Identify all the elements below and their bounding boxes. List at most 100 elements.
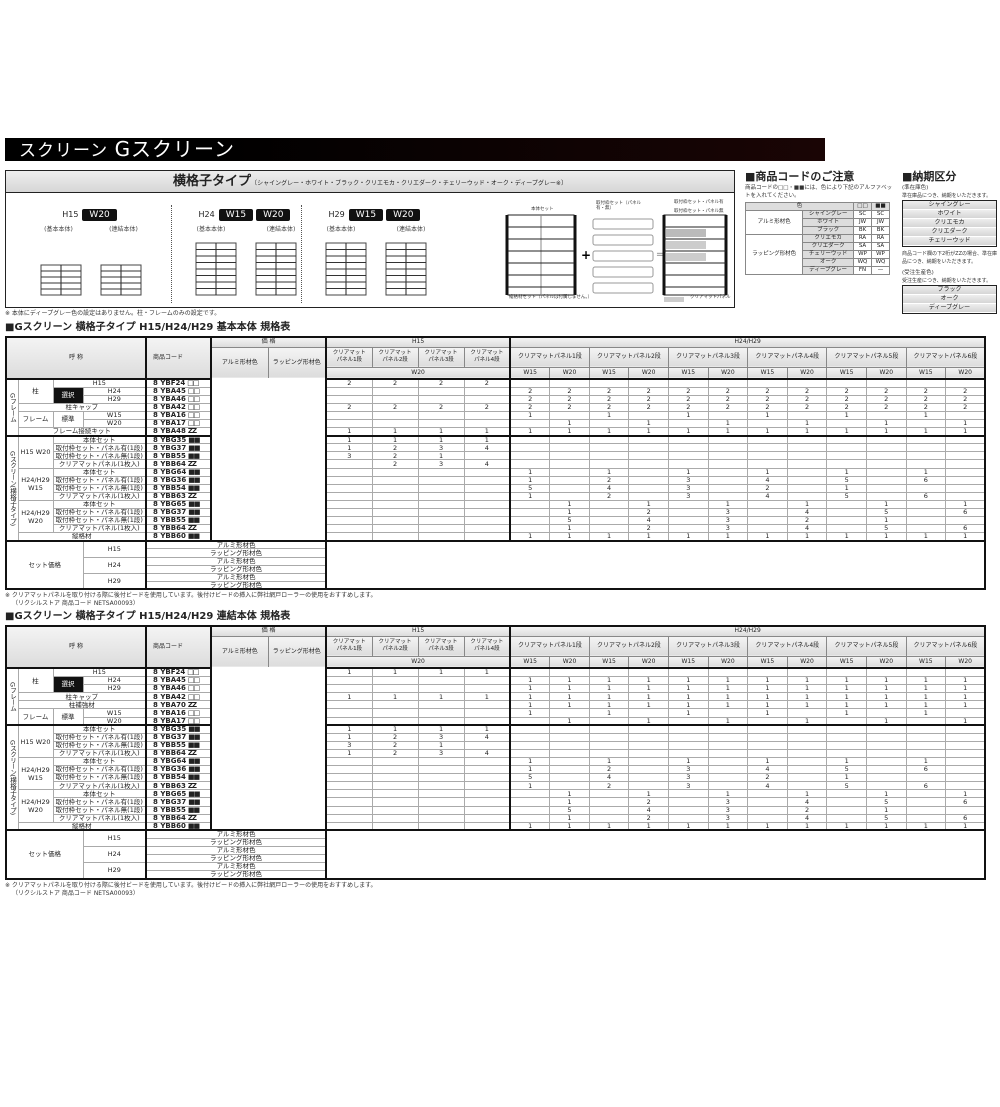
header-h15: H15 [325, 336, 511, 348]
price-wrapping [267, 773, 328, 783]
qty-h15: 4 [463, 459, 511, 469]
qty-h24-h29 [628, 724, 669, 734]
qty-h24-h29: 1 [945, 684, 986, 694]
item-name: H24/H29 W15 [17, 756, 54, 791]
qty-h15: 1 [371, 434, 419, 445]
qty-h24-h29 [707, 475, 749, 485]
item-name: W20 [82, 716, 147, 726]
product-code: 8 YBB63 ZZ [145, 491, 213, 501]
price-wrapping [267, 756, 328, 767]
qty-h24-h29 [509, 732, 551, 742]
unit-H15: H15 W20 (基本本体) (連結本体) [26, 209, 156, 299]
qty-h24-h29 [549, 434, 590, 445]
qty-h24-h29 [826, 443, 867, 453]
stock-title: (準在庫色) [902, 185, 929, 191]
qty-h24-h29: 2 [945, 386, 986, 396]
color-code-swatch: ZZ [187, 427, 197, 436]
item-name: H24/H29 W20 [17, 789, 54, 823]
qty-h15 [463, 773, 511, 783]
price-alumi [210, 732, 269, 742]
qty-h24-h29: 1 [786, 427, 828, 437]
qty-h24-h29 [628, 732, 669, 742]
qty-h24-h29: 1 [549, 692, 590, 702]
qty-h15 [417, 684, 465, 694]
qty-h24-h29 [588, 667, 630, 678]
header-width: W20 [549, 366, 590, 380]
qty-h24-h29: 1 [628, 789, 669, 799]
price-alumi [210, 475, 269, 485]
qty-h24-h29 [945, 748, 986, 758]
qty-h24-h29: 1 [628, 427, 669, 437]
qty-h24-h29 [786, 451, 828, 461]
qty-h24-h29 [747, 524, 788, 534]
price-alumi [210, 781, 269, 791]
qty-h24-h29: 1 [549, 813, 590, 823]
qty-h24-h29: 1 [628, 532, 669, 542]
price-alumi [210, 805, 269, 815]
item-name: 取付枠セット・パネル無(1段) [52, 516, 147, 526]
label-frame-set: 取付枠セット（パネル有・無） [596, 201, 641, 211]
set-price-blank [325, 539, 986, 590]
table-row: H24/H29 W15 本体セット 8 YBG64 ■■ 1 1 1 1 1 1 [6, 756, 986, 791]
qty-h24-h29 [905, 667, 947, 678]
qty-h24-h29 [549, 443, 590, 453]
color-code-swatch: ■■ [188, 757, 200, 766]
qty-h24-h29 [747, 748, 788, 758]
unit-label: (基本本体) [326, 226, 356, 233]
header-h15-panel: クリアマット パネル2段 [371, 346, 419, 368]
qty-h24-h29: 5 [509, 773, 551, 783]
qty-h24-h29 [509, 805, 551, 815]
color-name: クリエモカ [802, 234, 855, 243]
product-code: 8 YBG35 ■■ [145, 434, 213, 445]
qty-h24-h29 [509, 724, 551, 734]
color-code-row: アルミ形材色 シャイングレー SC SC [744, 210, 890, 235]
qty-h24-h29: 1 [905, 676, 947, 686]
qty-h24-h29 [588, 789, 630, 799]
qty-h24-h29: 1 [905, 692, 947, 702]
qty-h24-h29: 1 [865, 532, 907, 542]
qty-h24-h29 [826, 451, 867, 461]
qty-h15 [371, 765, 419, 775]
price-alumi [210, 386, 269, 396]
code-value: WQ [853, 258, 872, 267]
qty-h24-h29: 4 [588, 773, 630, 783]
qty-h24-h29 [747, 716, 788, 726]
table-row: H24/H29 W20 本体セット 8 YBG65 ■■ 1 1 1 1 1 1 [6, 499, 986, 534]
table-row: 取付枠セット・パネル無(1段) 8 YBB55 ■■ 3 2 1 [6, 740, 986, 750]
price-wrapping [267, 467, 328, 477]
qty-h24-h29: 1 [865, 821, 907, 831]
set-price-row: ラッピング形材色 [6, 564, 985, 574]
qty-h24-h29: 1 [786, 692, 828, 702]
header-code: 商品コード [145, 336, 213, 380]
qty-h24-h29 [826, 667, 867, 678]
price-alumi [210, 813, 269, 823]
product-code: 8 YBG37 ■■ [145, 507, 213, 518]
price-alumi [210, 434, 269, 445]
qty-h24-h29: 1 [707, 700, 749, 710]
qty-h15 [417, 781, 465, 791]
qty-h24-h29 [588, 443, 630, 453]
qty-h24-h29 [747, 434, 788, 445]
qty-h15 [417, 475, 465, 485]
qty-h24-h29 [628, 483, 669, 493]
qty-h24-h29: 1 [667, 467, 709, 477]
qty-h24-h29 [628, 708, 669, 718]
qty-h24-h29 [667, 377, 709, 388]
item-name: H24 [82, 676, 147, 686]
code-text: 8 YBB55 [153, 451, 186, 460]
qty-h24-h29 [707, 740, 749, 750]
order-title: (受注生産色) [902, 270, 934, 276]
product-code: 8 YBA46 □□ [145, 394, 213, 404]
qty-h15 [463, 394, 511, 404]
qty-h15 [325, 418, 373, 429]
qty-h24-h29 [509, 797, 551, 807]
width-tag: W20 [82, 209, 117, 221]
qty-h24-h29: 2 [707, 402, 749, 412]
set-price-row: ラッピング形材色 [6, 870, 985, 880]
product-code: 8 YBB60 ■■ [145, 532, 213, 542]
set-price-height: H24 [82, 556, 147, 574]
qty-h15 [325, 499, 373, 510]
qty-h24-h29 [509, 524, 551, 534]
qty-h24-h29: 1 [588, 684, 630, 694]
qty-h24-h29: 1 [826, 821, 867, 831]
